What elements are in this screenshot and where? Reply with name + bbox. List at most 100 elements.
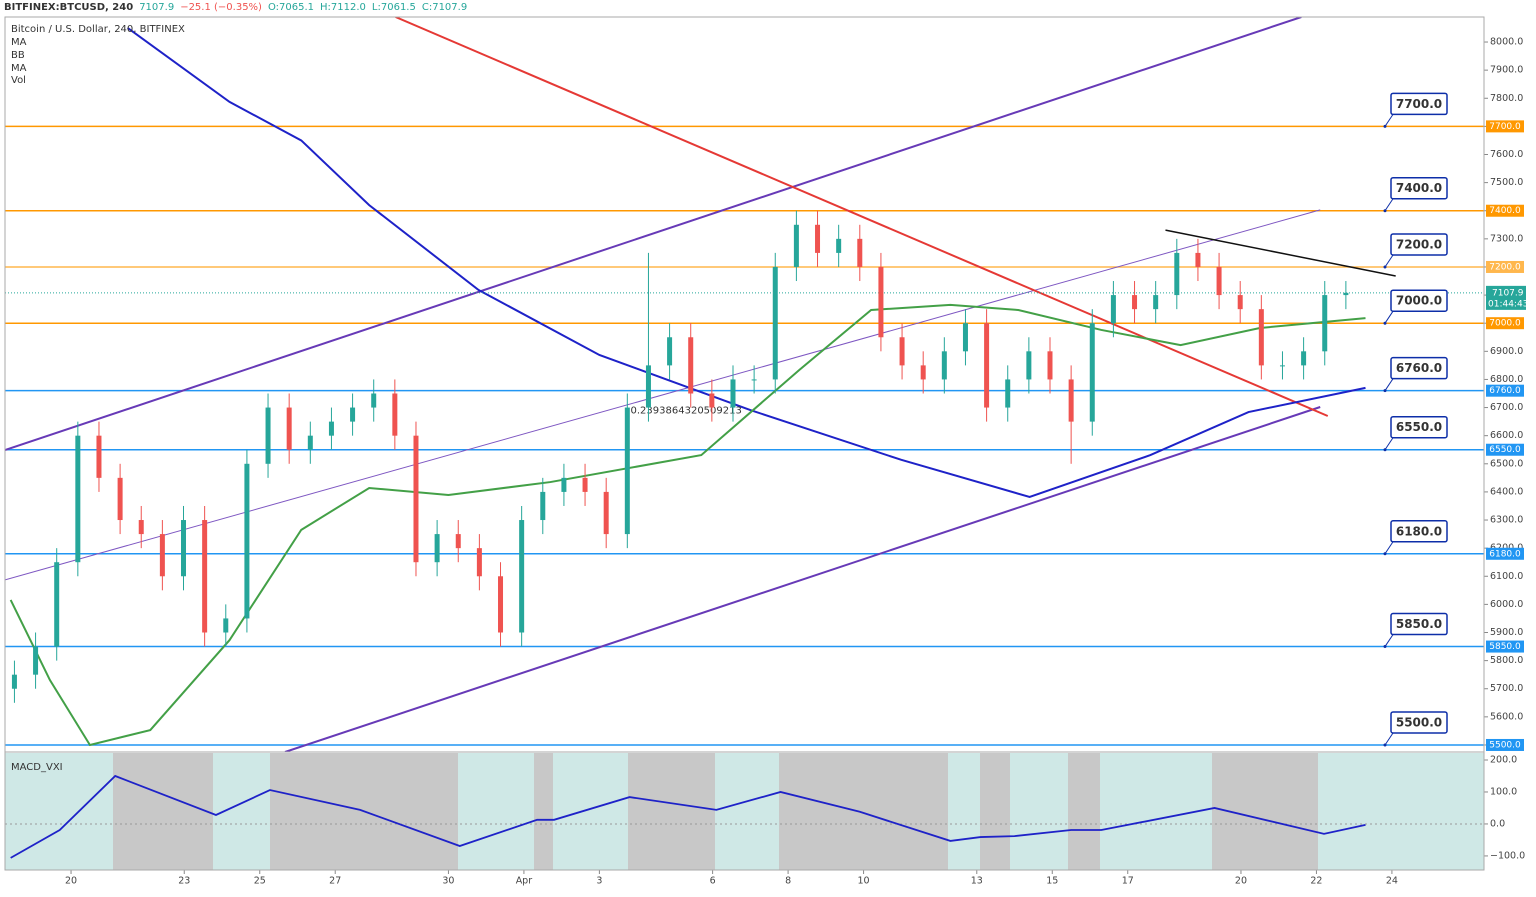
x-tick-label: 25: [254, 876, 266, 887]
y-tick-label: 7300.0: [1490, 233, 1523, 244]
level-pointer: [1384, 378, 1394, 391]
level-box: [1390, 356, 1448, 380]
macd-line: [10, 774, 1366, 859]
level-tag: [1486, 204, 1524, 217]
level-label: 5500.0: [1396, 715, 1442, 729]
level-tag: [1486, 640, 1524, 653]
level-box: [1390, 176, 1448, 200]
y-tick-label: 6900.0: [1490, 346, 1523, 357]
indicator: MA: [11, 63, 27, 74]
level-tag: [1486, 260, 1524, 273]
candle-body: [159, 534, 165, 577]
y-tick-label: 5900.0: [1490, 627, 1523, 638]
symbol: BITFINEX:BTCUSD, 240: [4, 2, 133, 13]
level-tag-label: 7700.0: [1489, 122, 1521, 132]
level-label: 7700.0: [1396, 97, 1442, 111]
candle-body: [857, 238, 863, 267]
x-tick-label: 20: [65, 876, 77, 887]
candle-body: [434, 534, 440, 563]
y-tick-label: 7600.0: [1490, 149, 1523, 160]
macd-pane: [5, 774, 1484, 859]
candle-body: [498, 576, 504, 633]
level-tag: [1486, 443, 1524, 456]
macd-band: [779, 753, 948, 870]
y-tick-label: 6800.0: [1490, 374, 1523, 385]
y-tick-label: 8000.0: [1490, 37, 1523, 48]
x-tick-label: 27: [329, 876, 341, 887]
level-pointer: [1384, 732, 1394, 746]
candle-body: [1026, 351, 1032, 380]
level-box: [1390, 92, 1448, 116]
candle-body: [772, 266, 778, 380]
level-box: [1390, 711, 1448, 734]
candle-body: [455, 534, 461, 549]
level-tag-label: 7200.0: [1489, 262, 1521, 272]
level-label: 7000.0: [1396, 294, 1442, 308]
y-tick-label: 6000.0: [1490, 599, 1523, 610]
y-tick-label: 5700.0: [1490, 683, 1523, 694]
y-tick-label: 7900.0: [1490, 65, 1523, 76]
quote: −25.1 (−0.35%): [180, 2, 262, 13]
trendline: [5, 17, 1302, 451]
level-box: [1390, 520, 1448, 543]
macd-background: [5, 753, 1484, 870]
y-tick-label: 100.0: [1490, 786, 1517, 797]
level-label: 5850.0: [1396, 617, 1442, 631]
level-anchor: [1383, 209, 1387, 213]
candle-body: [793, 224, 799, 267]
overlay: 5500.05600.05700.05800.05900.06000.06100…: [65, 37, 1528, 887]
candle-body: [413, 435, 419, 563]
x-tick-label: 13: [971, 876, 983, 887]
level-box: [1390, 612, 1448, 636]
x-tick-label: 15: [1046, 876, 1058, 887]
candle-body: [265, 407, 271, 464]
level-label: 6550.0: [1396, 420, 1442, 434]
candle-body: [1174, 252, 1180, 296]
y-tick-label: −100.0: [1490, 850, 1525, 861]
indicator: Vol: [11, 75, 26, 86]
candle-body: [223, 618, 229, 633]
candle-body: [54, 562, 60, 647]
candle-body: [899, 337, 905, 366]
level-box: [1390, 289, 1448, 312]
candle-body: [1110, 295, 1116, 324]
candle-body: [603, 491, 609, 535]
trendline: [1165, 229, 1396, 277]
level-tag-label: 6550.0: [1489, 445, 1521, 455]
candle-body: [1279, 365, 1285, 367]
level-anchor: [1383, 743, 1387, 747]
header: BITFINEX:BTCUSD, 240 7107.9 −25.1 (−0.35%)…: [4, 2, 467, 13]
x-tick-label: 20: [1235, 876, 1247, 887]
y-tick-label: 6700.0: [1490, 402, 1523, 413]
quote: H:7112.0: [320, 2, 366, 13]
x-tick-label: 10: [858, 876, 870, 887]
y-tick-label: 200.0: [1490, 754, 1517, 765]
level-tag: [1486, 120, 1524, 133]
candle-body: [836, 238, 842, 253]
candle-body: [350, 407, 356, 422]
level-tag: [1486, 738, 1524, 751]
last-price-label: 7107.9: [1492, 288, 1524, 298]
y-tick-label: 5800.0: [1490, 655, 1523, 666]
level-tag-label: 5500.0: [1489, 740, 1521, 750]
x-tick-label: 23: [178, 876, 190, 887]
level-pointer: [1384, 437, 1394, 451]
macd-band: [980, 753, 1010, 870]
trendline: [395, 17, 1329, 417]
candle-body: [392, 393, 398, 436]
candle-body: [561, 477, 567, 492]
candle-body: [645, 365, 651, 408]
candle-body: [984, 323, 990, 408]
subtitle: Bitcoin / U.S. Dollar, 240, BITFINEX: [11, 24, 185, 35]
candle-body: [1132, 295, 1138, 310]
candle-body: [476, 548, 482, 577]
trendline: [5, 209, 1321, 581]
candle-body: [1005, 379, 1011, 408]
level-anchor: [1383, 265, 1387, 269]
y-tick-label: 0.0: [1490, 818, 1505, 829]
candle-body: [624, 407, 630, 535]
trendline: [284, 406, 1321, 752]
candle-body: [202, 520, 208, 633]
level-pointer: [1384, 114, 1394, 127]
